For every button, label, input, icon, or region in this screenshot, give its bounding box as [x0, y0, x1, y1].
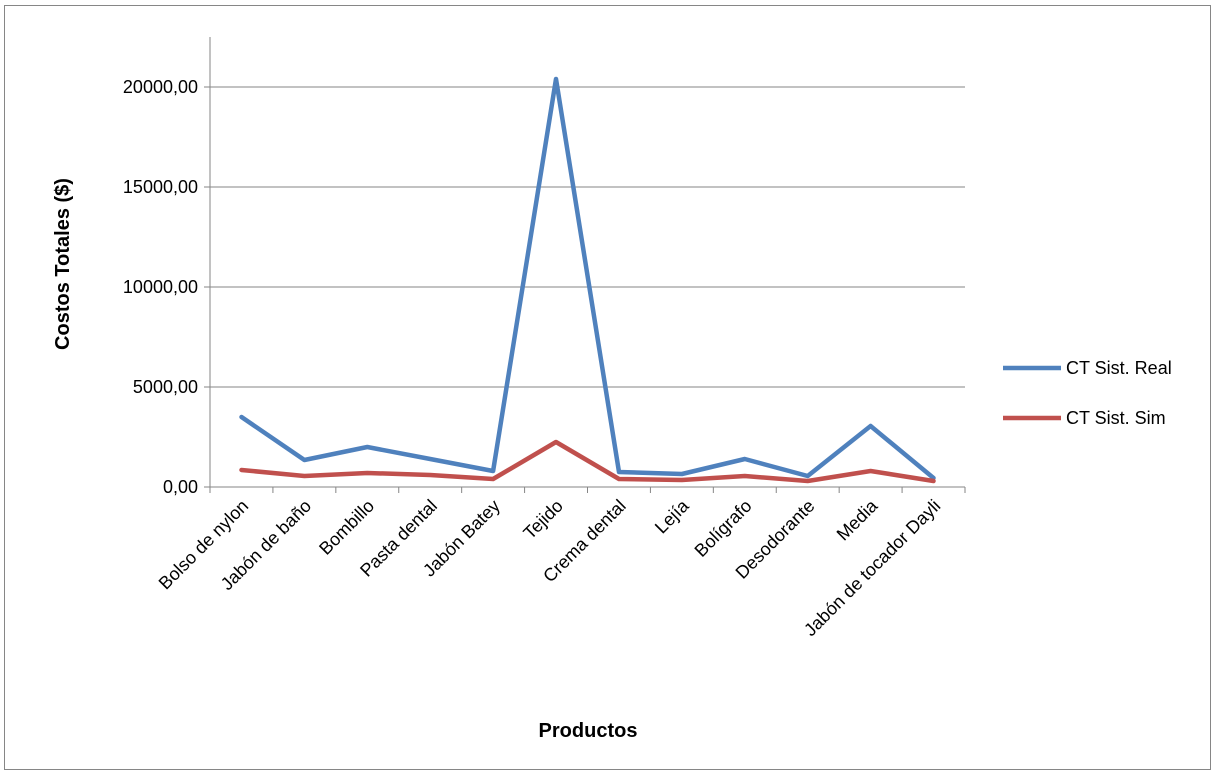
y-tick-label: 20000,00 — [123, 77, 198, 97]
x-tick-label: Lejía — [651, 495, 693, 537]
y-axis-title: Costos Totales ($) — [52, 178, 74, 350]
gridlines — [210, 86, 965, 388]
y-tick-labels: 0,00 5000,00 10000,00 15000,00 20000,00 — [123, 77, 198, 497]
axes — [204, 37, 966, 493]
y-tick-label: 0,00 — [163, 477, 198, 497]
x-tick-label: Media — [833, 495, 883, 545]
x-tick-label: Tejido — [519, 496, 566, 543]
x-tick-label: Bombillo — [315, 496, 378, 559]
series-line — [239, 439, 936, 484]
y-tick-label: 5000,00 — [133, 377, 198, 397]
legend: CT Sist. Real CT Sist. Sim — [1003, 358, 1172, 428]
series-lines — [239, 76, 936, 484]
y-tick-label: 15000,00 — [123, 177, 198, 197]
legend-label: CT Sist. Sim — [1066, 408, 1166, 428]
legend-label: CT Sist. Real — [1066, 358, 1172, 378]
x-tick-label: Bolígrafo — [691, 496, 756, 561]
series-line — [239, 76, 936, 481]
y-tick-label: 10000,00 — [123, 277, 198, 297]
x-axis-title: Productos — [539, 720, 638, 742]
